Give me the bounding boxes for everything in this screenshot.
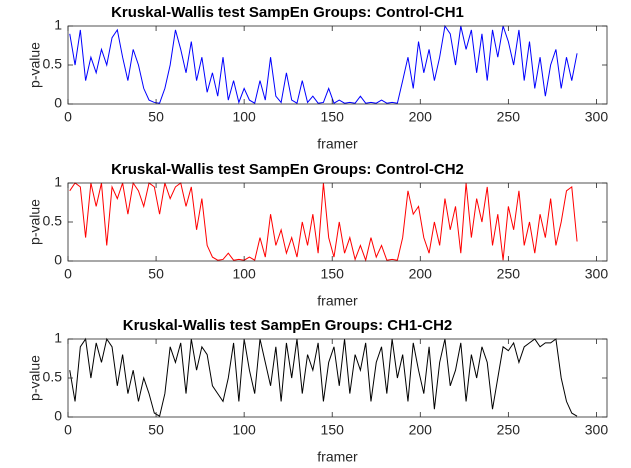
y-tick-label: 0.5 (43, 56, 63, 72)
chart-title: Kruskal-Wallis test SampEn Groups: Contr… (111, 161, 464, 178)
y-axis-label: p-value (27, 42, 43, 88)
x-tick-label: 0 (64, 109, 72, 125)
data-line (69, 337, 578, 417)
x-axis-label: framer (317, 136, 358, 152)
y-tick-label: 0 (54, 408, 62, 424)
y-tick-label: 1 (54, 330, 62, 346)
x-tick-label: 150 (321, 422, 345, 438)
y-tick-label: 0.5 (43, 213, 63, 229)
chart-title: Kruskal-Wallis test SampEn Groups: CH1-C… (123, 317, 453, 334)
x-tick-label: 50 (148, 266, 164, 282)
plot-area (68, 339, 607, 417)
x-tick-label: 100 (232, 422, 256, 438)
y-axis-label: p-value (27, 355, 43, 401)
y-tick-label: 1 (54, 174, 62, 190)
x-tick-label: 300 (585, 422, 609, 438)
x-tick-label: 50 (148, 422, 164, 438)
y-tick-label: 0 (54, 252, 62, 268)
x-axis-label: framer (317, 293, 358, 309)
x-tick-label: 200 (409, 109, 433, 125)
y-tick-label: 1 (54, 17, 62, 33)
plot-area (68, 183, 607, 261)
x-tick-label: 0 (64, 266, 72, 282)
x-tick-label: 250 (497, 109, 521, 125)
x-tick-label: 150 (321, 266, 345, 282)
y-axis-label: p-value (27, 199, 43, 245)
x-tick-label: 250 (497, 422, 521, 438)
x-tick-label: 300 (585, 109, 609, 125)
chart-title: Kruskal-Wallis test SampEn Groups: Contr… (111, 4, 464, 21)
x-tick-label: 0 (64, 422, 72, 438)
x-tick-label: 50 (148, 109, 164, 125)
x-tick-label: 300 (585, 266, 609, 282)
y-tick-label: 0.5 (43, 369, 63, 385)
x-axis-label: framer (317, 449, 358, 465)
y-tick-label: 0 (54, 95, 62, 111)
x-tick-label: 100 (232, 266, 256, 282)
x-tick-label: 150 (321, 109, 345, 125)
x-tick-label: 200 (409, 266, 433, 282)
x-tick-label: 100 (232, 109, 256, 125)
data-line (69, 24, 578, 105)
x-tick-label: 250 (497, 266, 521, 282)
x-tick-label: 200 (409, 422, 433, 438)
